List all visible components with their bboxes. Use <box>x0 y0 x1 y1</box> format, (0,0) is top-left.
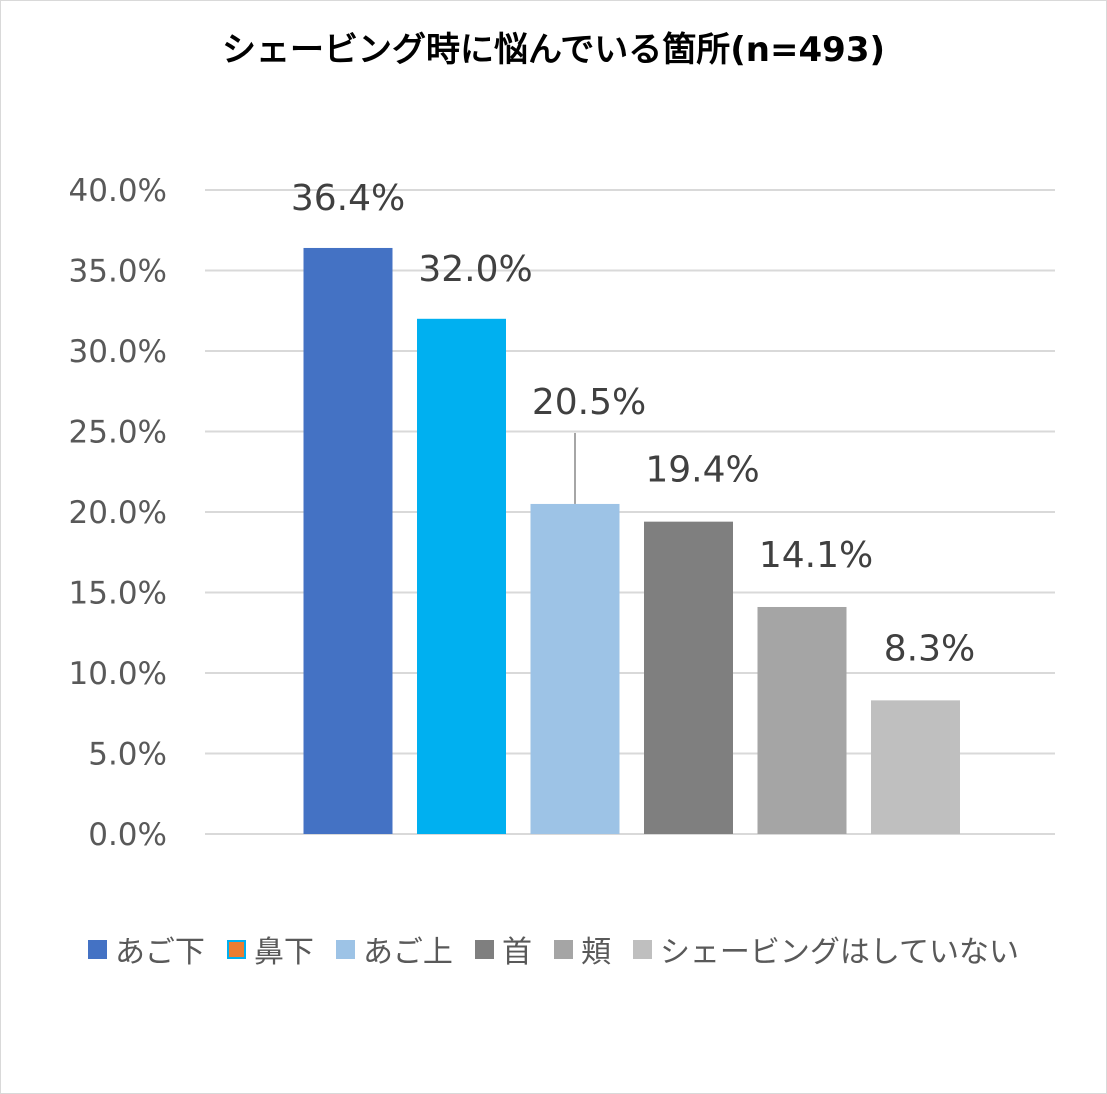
bar <box>530 503 620 834</box>
bar <box>871 700 960 834</box>
y-tick-label: 0.0% <box>88 817 167 853</box>
legend-item: 頬 <box>553 927 611 971</box>
legend-label: 首 <box>501 935 532 970</box>
bar-chart: 0.0% 5.0% 10.0% 15.0% 20.0% 25.0% 30.0% 35.0% 40… <box>69 173 1055 853</box>
y-tick-label: 10.0% <box>69 656 167 692</box>
bars <box>303 247 960 834</box>
chart-title: シェービング時に悩んでいる箇所(n=493) <box>221 30 886 70</box>
y-axis-tick-labels: 0.0% 5.0% 10.0% 15.0% 20.0% 25.0% 30.0% 35.0% 40… <box>69 173 167 853</box>
legend-item: あご上 <box>335 927 453 971</box>
legend-swatch <box>474 939 494 959</box>
legend-item: あご下 <box>87 927 205 971</box>
data-label: 14.1% <box>759 535 873 576</box>
legend-item: 首 <box>474 927 532 971</box>
legend-swatch <box>632 939 652 959</box>
bar <box>644 521 733 834</box>
legend: あご下 鼻下 あご上 首 頬 シェービングはしていない <box>0 927 1107 971</box>
legend-item: シェービングはしていない <box>632 927 1020 971</box>
bar <box>417 318 506 834</box>
data-label: 32.0% <box>418 249 532 290</box>
legend-label: シェービングはしていない <box>659 935 1020 970</box>
data-label: 36.4% <box>291 178 405 219</box>
legend-label: 鼻下 <box>253 935 314 970</box>
bar <box>303 247 393 834</box>
legend-swatch <box>226 939 246 959</box>
y-tick-label: 25.0% <box>69 415 167 451</box>
data-label: 19.4% <box>645 450 759 491</box>
legend-item: 鼻下 <box>226 927 314 971</box>
bar <box>757 606 847 834</box>
legend-swatch <box>335 939 355 959</box>
y-tick-label: 15.0% <box>69 576 167 612</box>
y-tick-label: 30.0% <box>69 334 167 370</box>
data-label: 20.5% <box>532 382 646 423</box>
legend-swatch <box>553 939 573 959</box>
data-label: 8.3% <box>884 628 975 669</box>
y-tick-label: 35.0% <box>69 254 167 290</box>
data-labels: 36.4% 32.0% 20.5% 19.4% 14.1% 8.3% <box>291 178 975 669</box>
y-tick-label: 5.0% <box>88 737 167 773</box>
legend-label: あご下 <box>114 935 205 970</box>
legend-label: 頬 <box>580 935 611 970</box>
legend-swatch <box>87 939 107 959</box>
y-tick-label: 20.0% <box>69 495 167 531</box>
y-tick-label: 40.0% <box>69 173 167 209</box>
legend-label: あご上 <box>362 935 453 970</box>
